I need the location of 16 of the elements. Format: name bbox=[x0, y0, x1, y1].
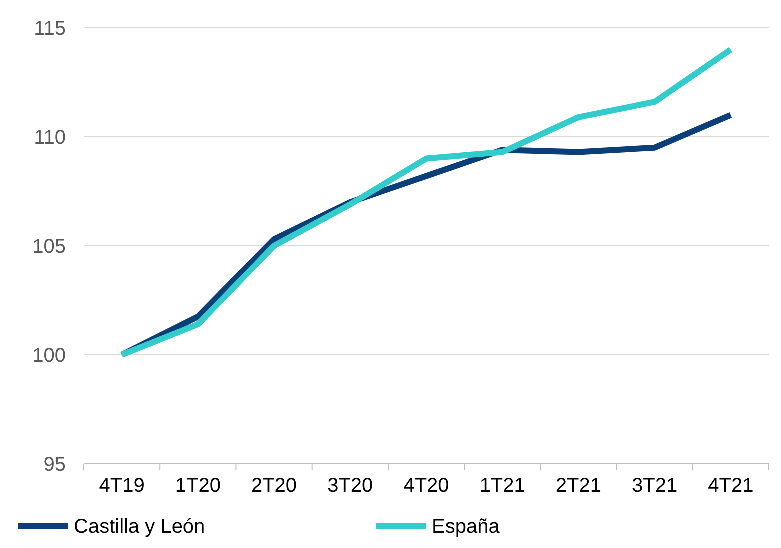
x-tick-label: 3T21 bbox=[632, 475, 678, 497]
y-tick-label: 95 bbox=[44, 454, 66, 476]
x-tick-label: 1T20 bbox=[175, 475, 221, 497]
x-tick-label: 4T19 bbox=[99, 475, 145, 497]
x-tick-label: 1T21 bbox=[480, 475, 526, 497]
legend-label: Castilla y León bbox=[74, 516, 206, 538]
x-tick-label: 2T21 bbox=[556, 475, 602, 497]
x-tick-label: 4T21 bbox=[708, 475, 754, 497]
y-tick-label: 105 bbox=[32, 236, 66, 258]
y-tick-label: 110 bbox=[34, 127, 66, 149]
y-tick-label: 100 bbox=[32, 345, 66, 367]
x-tick-label: 2T20 bbox=[251, 475, 298, 497]
x-tick-label: 4T20 bbox=[404, 475, 450, 497]
legend-label: España bbox=[432, 516, 501, 538]
y-tick-label: 115 bbox=[34, 18, 66, 40]
x-tick-label: 3T20 bbox=[328, 475, 374, 497]
